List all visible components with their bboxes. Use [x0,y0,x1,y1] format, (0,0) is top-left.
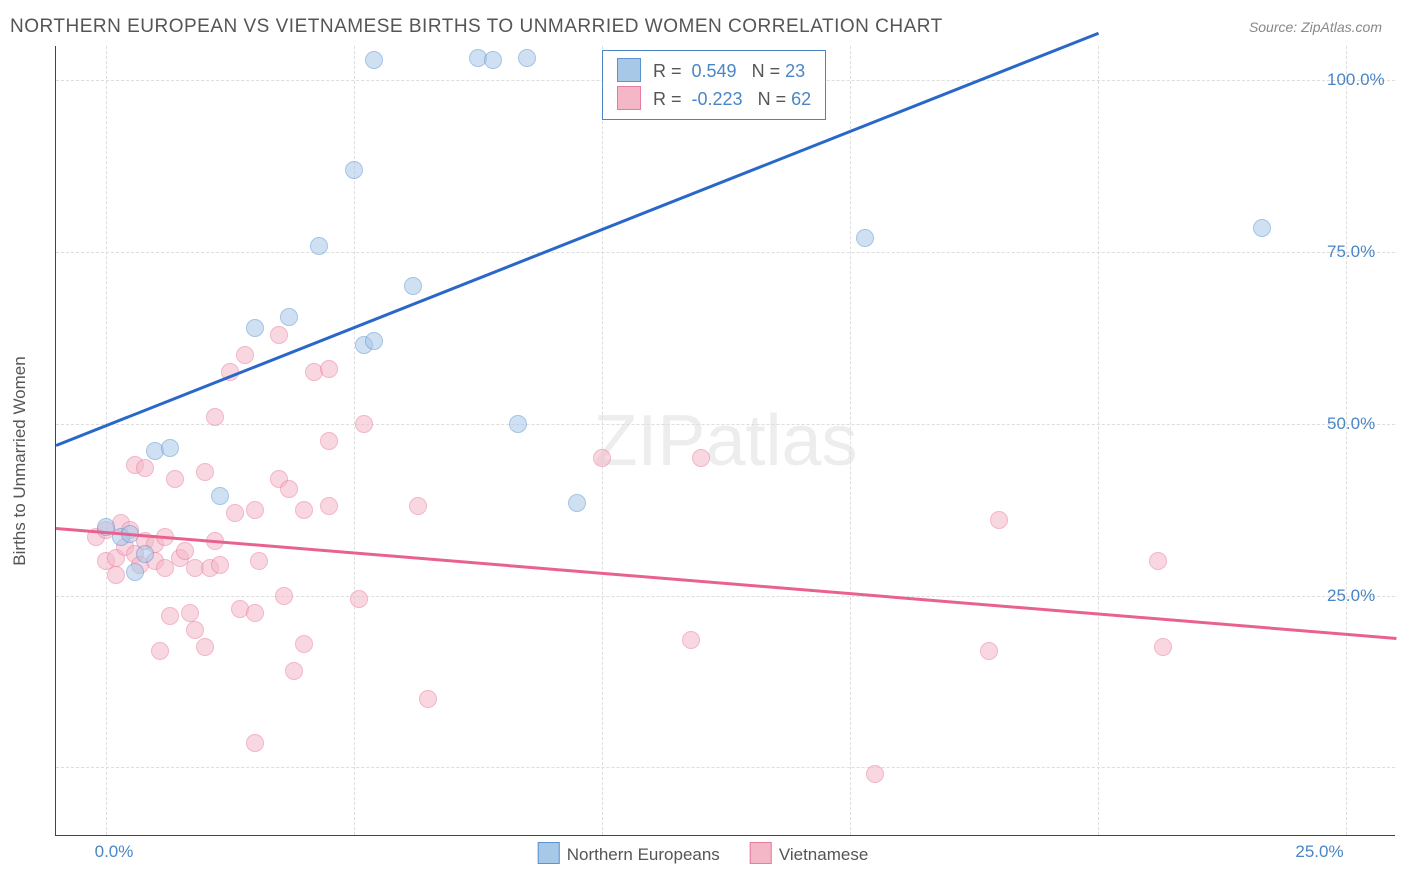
watermark-bold: ZIP [593,401,705,481]
vietnamese-point [275,587,293,605]
legend-swatch [750,842,772,864]
chart-title: NORTHERN EUROPEAN VS VIETNAMESE BIRTHS T… [10,16,943,38]
watermark-thin: atlas [705,401,857,481]
chart-header: NORTHERN EUROPEAN VS VIETNAMESE BIRTHS T… [0,0,1406,46]
legend-swatch [538,842,560,864]
gridline-vertical [602,46,603,835]
northern-point [568,494,586,512]
legend: Northern Europeans Vietnamese [538,842,869,865]
vietnamese-point [196,638,214,656]
legend-swatch [617,86,641,110]
northern-point [345,161,363,179]
northern-point [161,439,179,457]
vietnamese-point [593,449,611,467]
vietnamese-point [181,604,199,622]
vietnamese-point [355,415,373,433]
northern-point [136,545,154,563]
y-tick-label: 75.0% [1327,242,1375,262]
plot-region: ZIPatlas R = 0.549 N = 23 R = -0.223 N =… [55,46,1395,836]
vietnamese-point [196,463,214,481]
legend-swatch [617,58,641,82]
vietnamese-point [320,360,338,378]
vietnamese-point [186,621,204,639]
vietnamese-point [295,635,313,653]
vietnamese-point [211,556,229,574]
y-axis-label: Births to Unmarried Women [10,356,30,565]
x-tick-label: 25.0% [1295,842,1343,862]
northern-point [1253,219,1271,237]
stats-row: R = 0.549 N = 23 [617,57,811,85]
legend-item: Northern Europeans [538,842,720,865]
watermark: ZIPatlas [593,400,857,482]
vietnamese-point [285,662,303,680]
gridline-vertical [1098,46,1099,835]
chart-area: Births to Unmarried Women ZIPatlas R = 0… [0,46,1406,876]
vietnamese-point [151,642,169,660]
gridline-vertical [1346,46,1347,835]
vietnamese-point [1154,638,1172,656]
northern-trendline [56,32,1099,446]
vietnamese-point [409,497,427,515]
northern-point [365,51,383,69]
northern-point [856,229,874,247]
northern-point [404,277,422,295]
northern-point [509,415,527,433]
vietnamese-point [176,542,194,560]
northern-point [518,49,536,67]
gridline-vertical [850,46,851,835]
northern-point [365,332,383,350]
vietnamese-point [320,497,338,515]
vietnamese-point [419,690,437,708]
vietnamese-point [250,552,268,570]
northern-point [246,319,264,337]
legend-label: Northern Europeans [567,845,720,864]
y-tick-label: 25.0% [1327,586,1375,606]
stats-box: R = 0.549 N = 23 R = -0.223 N = 62 [602,50,826,120]
vietnamese-point [866,765,884,783]
vietnamese-point [166,470,184,488]
vietnamese-point [246,501,264,519]
vietnamese-point [990,511,1008,529]
y-tick-label: 100.0% [1327,70,1385,90]
vietnamese-point [270,326,288,344]
vietnamese-point [236,346,254,364]
gridline-vertical [106,46,107,835]
vietnamese-point [280,480,298,498]
stats-row: R = -0.223 N = 62 [617,85,811,113]
gridline-horizontal [56,252,1395,253]
y-tick-label: 50.0% [1327,414,1375,434]
vietnamese-point [161,607,179,625]
legend-item: Vietnamese [750,842,868,865]
northern-point [211,487,229,505]
vietnamese-point [980,642,998,660]
vietnamese-point [320,432,338,450]
vietnamese-point [226,504,244,522]
vietnamese-point [246,604,264,622]
vietnamese-point [206,408,224,426]
vietnamese-point [682,631,700,649]
gridline-horizontal [56,596,1395,597]
x-tick-label: 0.0% [95,842,134,862]
northern-point [126,563,144,581]
vietnamese-point [295,501,313,519]
vietnamese-point [692,449,710,467]
legend-label: Vietnamese [779,845,868,864]
vietnamese-point [1149,552,1167,570]
gridline-horizontal [56,424,1395,425]
northern-point [280,308,298,326]
vietnamese-point [136,459,154,477]
northern-point [484,51,502,69]
vietnamese-point [246,734,264,752]
vietnamese-point [107,566,125,584]
chart-source: Source: ZipAtlas.com [1249,19,1382,35]
vietnamese-trendline [56,527,1396,639]
gridline-horizontal [56,767,1395,768]
vietnamese-point [350,590,368,608]
northern-point [310,237,328,255]
